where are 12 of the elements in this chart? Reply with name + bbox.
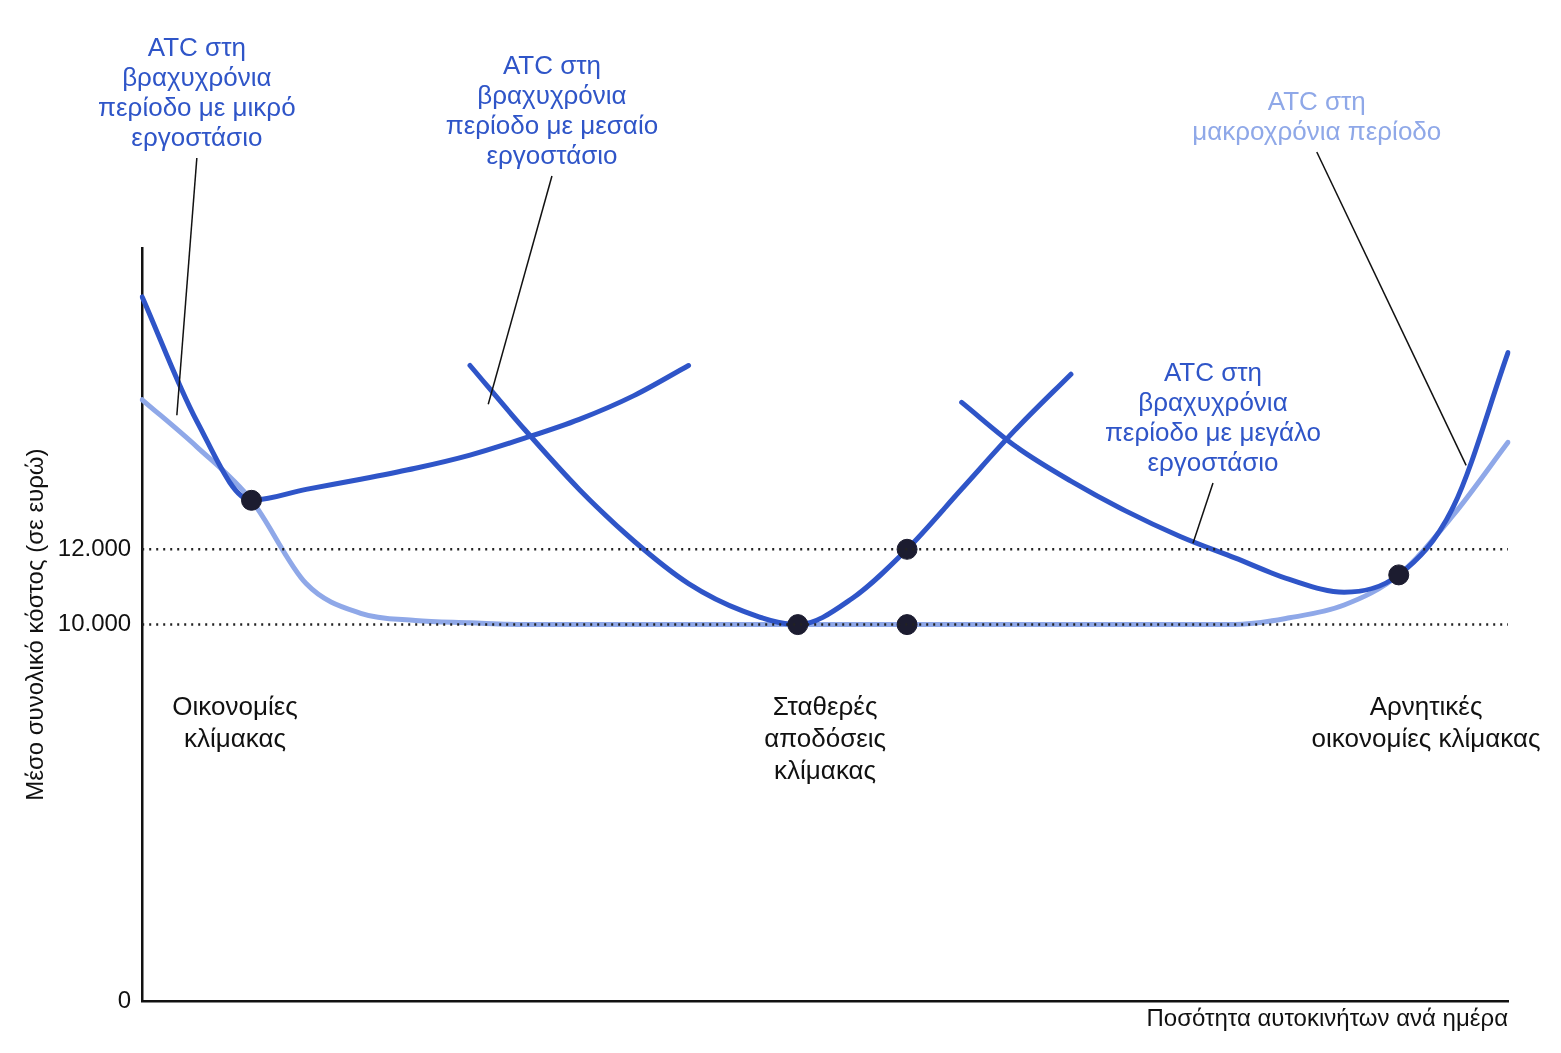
x-axis-title: Ποσότητα αυτοκινήτων ανά ημέρα: [1146, 1004, 1509, 1032]
annotation: Οικονομίες κλίμακας: [172, 690, 298, 753]
y-tick-label: 10.000: [57, 609, 132, 637]
text: ATC στη μακροχρόνια περίοδο: [1192, 86, 1442, 146]
text: ATC στη βραχυχρόνια περίοδο με μεσαίο εργοστάσιο: [445, 50, 659, 170]
annotation: Σταθερές αποδόσεις κλίμακας: [764, 690, 887, 785]
y-axis-title: Μέσο συνολικό κόστος (σε ευρώ): [21, 448, 49, 801]
annotation: Αρνητικές οικονομίες κλίμακας: [1311, 690, 1541, 753]
y-tick-label: 0: [117, 985, 132, 1013]
text: ATC στη βραχυχρόνια περίοδο με μικρό εργοστάσιο: [98, 32, 296, 152]
series-label: ATC στη βραχυχρόνια περίοδο με μεγάλο εργοστάσιο: [1104, 357, 1322, 477]
y-tick-label: 12.000: [57, 533, 132, 561]
